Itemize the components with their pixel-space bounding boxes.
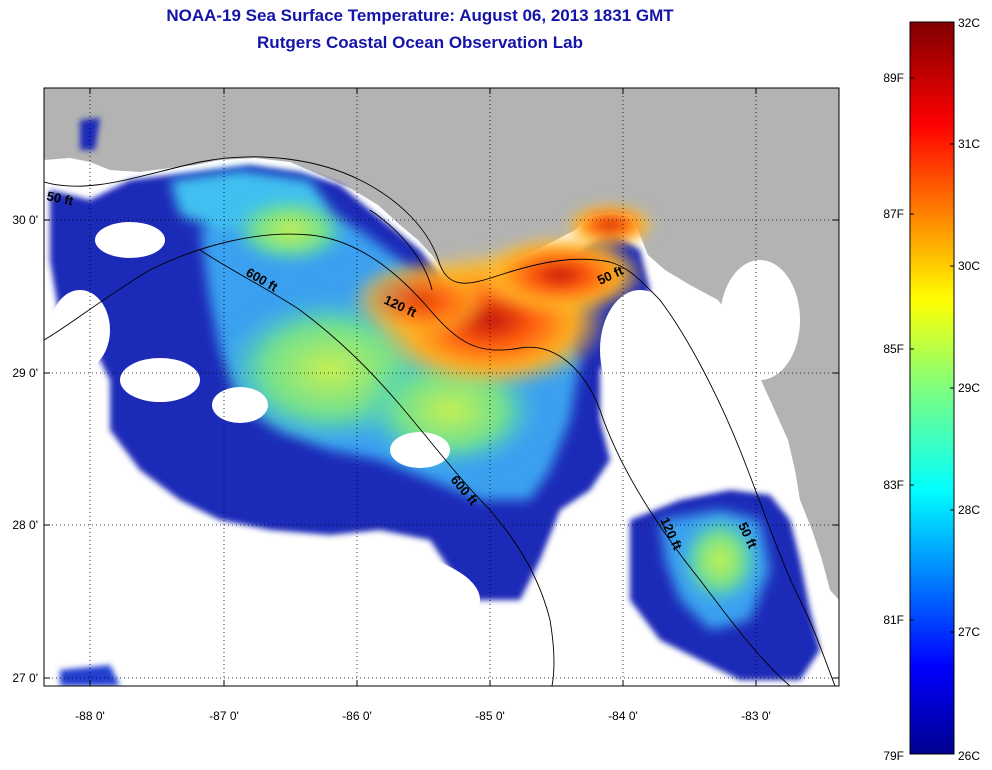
lon-tick-label: -86 0'	[342, 709, 372, 723]
colorbar-f-label: 79F	[883, 749, 904, 763]
colorbar-f-label: 87F	[883, 207, 904, 221]
contour-label: 50 ft	[45, 188, 75, 208]
colorbar-c-label: 29C	[958, 381, 980, 395]
chart-subtitle: Rutgers Coastal Ocean Observation Lab	[257, 33, 583, 52]
colorbar-f-label: 85F	[883, 342, 904, 356]
colorbar-f-label: 81F	[883, 613, 904, 627]
colorbar-c-label: 28C	[958, 503, 980, 517]
lon-tick-label: -84 0'	[608, 709, 638, 723]
lat-tick-label: 30 0'	[12, 213, 38, 227]
colorbar-c-label: 27C	[958, 625, 980, 639]
colorbar-c-label: 30C	[958, 259, 980, 273]
colorbar-f-label: 83F	[883, 478, 904, 492]
colorbar-c-label: 31C	[958, 137, 980, 151]
lon-tick-label: -85 0'	[475, 709, 505, 723]
lat-tick-label: 29 0'	[12, 366, 38, 380]
lat-tick-labels: 30 0' 29 0' 28 0' 27 0'	[12, 213, 38, 685]
chart-title: NOAA-19 Sea Surface Temperature: August …	[166, 6, 674, 25]
lat-tick-label: 28 0'	[12, 518, 38, 532]
lon-tick-label: -83 0'	[741, 709, 771, 723]
lon-tick-label: -87 0'	[209, 709, 239, 723]
colorbar-f-label: 89F	[883, 71, 904, 85]
lon-tick-labels: -88 0' -87 0' -86 0' -85 0' -84 0' -83 0…	[75, 709, 771, 723]
colorbar-c-label: 32C	[958, 16, 980, 30]
colorbar-scale	[909, 21, 955, 755]
lon-tick-label: -88 0'	[75, 709, 105, 723]
colorbar: 32C 31C 30C 29C 28C 27C 26C 89F 87F 85F …	[883, 16, 980, 763]
bathymetry-contours	[44, 156, 836, 686]
colorbar-c-label: 26C	[958, 749, 980, 763]
lat-tick-label: 27 0'	[12, 671, 38, 685]
graticule	[44, 88, 839, 686]
cloud-gaps	[50, 222, 800, 680]
